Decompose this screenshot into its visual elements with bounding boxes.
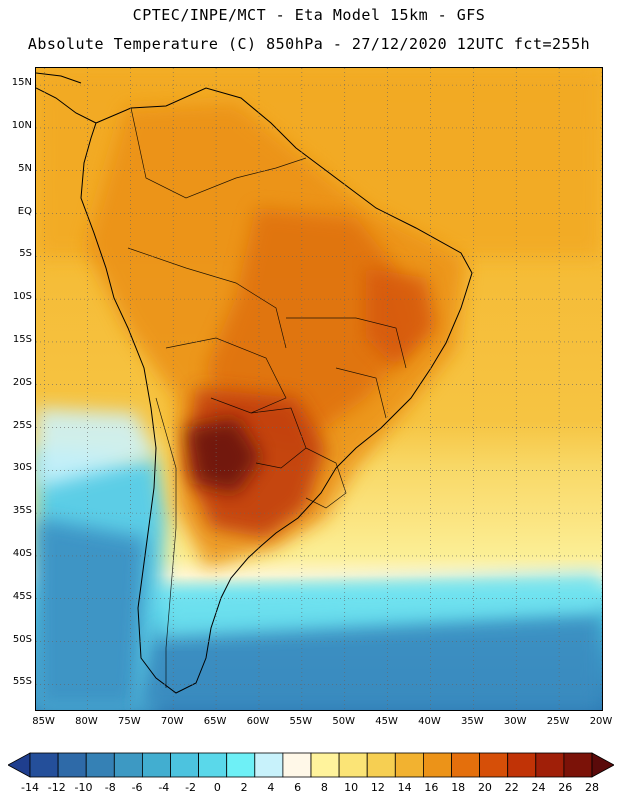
map-canvas — [36, 68, 602, 710]
interior-hot — [206, 208, 416, 448]
colorbar-tick-label: 28 — [585, 781, 599, 794]
longitude-tick-label: 45W — [375, 716, 398, 727]
colorbar-tick-label: 4 — [267, 781, 275, 794]
colorbar-tick-label: 14 — [397, 781, 412, 794]
latitude-tick-label: 20S — [12, 376, 32, 388]
colorbar-tick-label: -2 — [185, 781, 197, 794]
colorbar-swatch — [282, 752, 312, 778]
longitude-tick-label: 30W — [503, 716, 527, 727]
caribbean-coastline — [36, 72, 82, 84]
longitude-tick-label: 20W — [589, 716, 613, 727]
south-atlantic-cyan — [156, 573, 602, 638]
east-brazil-hot — [366, 268, 436, 368]
latitude-tick-label: 25S — [12, 419, 32, 431]
colorbar-swatch — [479, 752, 509, 778]
colorbar-swatch — [422, 752, 452, 778]
longitude-tick-label: 40W — [418, 716, 441, 727]
colorbar-swatch — [535, 752, 565, 778]
longitude-tick-label: 80W — [75, 716, 98, 727]
border-bolivia — [165, 337, 287, 414]
map-title: CPTEC/INPE/MCT - Eta Model 15km - GFS — [132, 6, 486, 24]
temperature-map — [35, 67, 603, 711]
colorbar-tick-label: 16 — [424, 781, 439, 794]
latitude-tick-label: 10N — [11, 119, 32, 131]
colorbar-tick-label: -6 — [131, 781, 143, 794]
coastlines — [36, 72, 473, 694]
pacific-cool-band — [36, 408, 156, 488]
colorbar-swatch — [141, 752, 171, 778]
border-states-1 — [286, 317, 407, 369]
colorbar-tick-label: 8 — [320, 781, 328, 794]
colorbar-low-arrow — [8, 752, 31, 778]
chaco-core — [186, 418, 261, 493]
central-america-coastline — [36, 87, 97, 124]
colorbar-swatch — [198, 752, 228, 778]
colorbar-swatch — [57, 752, 87, 778]
colorbar-tick-label: -10 — [74, 781, 93, 794]
colorbar-swatch — [338, 752, 368, 778]
latitude-tick-label: EQ — [17, 205, 32, 217]
longitude-tick-label: 65W — [203, 716, 227, 727]
longitude-tick-label: 50W — [332, 716, 356, 727]
border-states-2 — [335, 367, 387, 419]
border-north — [130, 107, 307, 199]
colorbar-swatch — [507, 752, 537, 778]
colorbar-swatch — [29, 752, 59, 778]
latitude-tick-label: 15N — [11, 77, 32, 89]
latitude-tick-label: 50S — [12, 633, 32, 645]
colorbar-swatch — [226, 752, 256, 778]
longitude-tick-label: 75W — [118, 716, 141, 727]
country-borders — [127, 107, 407, 688]
colorbar-swatch — [451, 752, 481, 778]
colorbar-swatch — [366, 752, 396, 778]
map-subtitle: Absolute Temperature (C) 850hPa - 27/12/… — [27, 35, 591, 53]
colorbar-tick-label: 18 — [451, 781, 466, 794]
colorbar-tick-label: -14 — [21, 781, 39, 794]
colorbar-tick-label: 22 — [504, 781, 519, 794]
colorbar-swatch — [310, 752, 340, 778]
latitude-tick-label: 10S — [12, 291, 32, 303]
colorbar-swatch — [394, 752, 424, 778]
latitude-tick-label: 45S — [12, 590, 32, 602]
longitude-tick-label: 60W — [246, 716, 270, 727]
longitude-tick-label: 70W — [160, 716, 184, 727]
south-america-coastline — [80, 87, 473, 694]
border-brazil-south — [305, 447, 347, 509]
border-peru-brazil — [127, 247, 287, 349]
pacific-deep-cold — [36, 518, 146, 710]
colorbar-swatch — [563, 752, 593, 778]
longitude-tick-label: 35W — [461, 716, 484, 727]
latitude-tick-label: 5N — [18, 162, 32, 174]
colorbar-swatch — [170, 752, 200, 778]
colorbar-tick-label: 6 — [294, 781, 302, 794]
colorbar-tick-label: 10 — [344, 781, 359, 794]
colorbar-tick-label: 26 — [558, 781, 573, 794]
latitude-tick-label: 30S — [12, 462, 32, 474]
colorbar-tick-label: 2 — [240, 781, 248, 794]
colorbar-tick-label: 24 — [531, 781, 546, 794]
colorbar-swatch — [85, 752, 115, 778]
latitude-tick-label: 40S — [12, 547, 32, 559]
colorbar — [8, 752, 614, 778]
colorbar-tick-label: 20 — [477, 781, 492, 794]
colorbar-tick-label: -4 — [158, 781, 170, 794]
colorbar-tick-label: 0 — [213, 781, 221, 794]
colorbar-tick-label: 12 — [370, 781, 385, 794]
colorbar-high-arrow — [591, 752, 614, 778]
colorbar-tick-label: -8 — [104, 781, 116, 794]
longitude-tick-label: 85W — [32, 716, 55, 727]
latitude-tick-label: 35S — [12, 505, 32, 517]
longitude-tick-label: 55W — [289, 716, 313, 727]
colorbar-tick-label: -12 — [47, 781, 66, 794]
colorbar-swatch — [113, 752, 143, 778]
longitude-tick-label: 25W — [546, 716, 570, 727]
latitude-tick-label: 15S — [12, 333, 32, 345]
border-chile-argentina — [155, 397, 177, 688]
latitude-tick-label: 55S — [12, 676, 32, 688]
colorbar-swatch — [254, 752, 284, 778]
latitude-tick-label: 5S — [19, 248, 32, 260]
